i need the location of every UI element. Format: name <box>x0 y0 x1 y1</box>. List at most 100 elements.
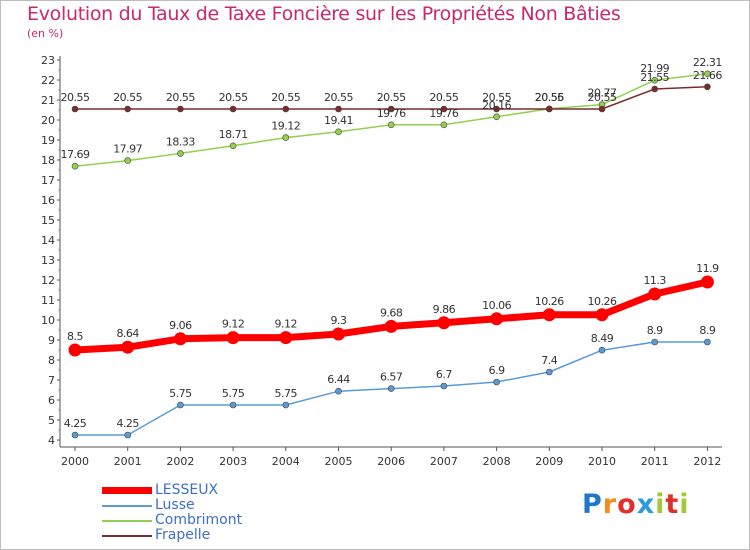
data-label-lusse: 8.9 <box>699 324 715 337</box>
data-point-lesseux <box>542 308 556 322</box>
data-label-combrimont: 17.97 <box>113 143 142 156</box>
data-label-lusse: 6.7 <box>436 368 452 381</box>
x-tick-label: 2006 <box>377 455 405 468</box>
data-point-lusse <box>124 431 131 439</box>
data-point-lesseux <box>648 287 662 301</box>
logo-letter: P <box>582 489 603 520</box>
data-label-lusse: 5.75 <box>222 387 245 400</box>
data-label-frapelle: 20.55 <box>535 91 564 104</box>
data-point-combrimont <box>282 134 290 141</box>
y-tick-label: 23 <box>41 54 55 67</box>
data-label-frapelle: 20.55 <box>61 91 90 104</box>
x-tick-label: 2000 <box>61 455 89 468</box>
data-label-combrimont: 22.31 <box>693 56 722 69</box>
x-tick-label: 2009 <box>535 455 563 468</box>
data-label-lusse: 6.44 <box>327 373 350 386</box>
x-tick-label: 2002 <box>166 455 194 468</box>
data-label-frapelle: 21.66 <box>693 69 722 82</box>
y-tick-label: 16 <box>41 194 55 207</box>
data-label-frapelle: 20.55 <box>271 91 300 104</box>
data-point-lesseux <box>332 327 345 341</box>
logo-letter: o <box>617 489 637 520</box>
data-point-combrimont <box>493 113 500 121</box>
data-point-lusse <box>493 378 500 386</box>
data-point-frapelle <box>598 105 606 113</box>
y-tick-label: 12 <box>41 274 55 287</box>
data-point-lusse <box>177 401 184 409</box>
y-tick-label: 19 <box>41 134 55 147</box>
data-label-combrimont: 19.76 <box>377 107 406 120</box>
data-label-frapelle: 20.55 <box>324 91 353 104</box>
data-point-lusse <box>387 385 395 392</box>
data-point-frapelle <box>545 105 553 113</box>
data-point-lesseux <box>226 331 240 345</box>
legend-swatch-combrimont <box>102 520 152 522</box>
y-tick-label: 15 <box>41 214 55 227</box>
y-tick-label: 8 <box>48 354 55 367</box>
series-layer <box>68 70 714 439</box>
data-label-lesseux: 9.12 <box>222 318 245 331</box>
chart-subtitle: (en %) <box>27 27 64 40</box>
data-point-frapelle <box>282 105 290 113</box>
data-point-lesseux <box>384 319 398 333</box>
data-point-frapelle <box>651 85 659 93</box>
data-point-combrimont <box>177 150 184 157</box>
data-label-frapelle: 20.55 <box>377 91 406 104</box>
legend-label-combrimont: Combrimont <box>155 512 243 528</box>
data-point-frapelle <box>704 83 711 91</box>
data-point-frapelle <box>229 105 237 113</box>
data-point-lusse <box>651 338 659 346</box>
data-label-lesseux: 11.3 <box>643 274 666 287</box>
data-label-lesseux: 10.06 <box>482 299 511 312</box>
data-label-combrimont: 21.99 <box>640 62 669 75</box>
y-tick-label: 20 <box>41 114 55 127</box>
legend-swatch-frapelle <box>102 535 152 537</box>
y-tick-label: 21 <box>41 94 55 107</box>
x-tick-label: 2003 <box>219 455 247 468</box>
data-label-lesseux: 9.3 <box>331 314 347 327</box>
data-label-lusse: 6.57 <box>380 371 403 384</box>
data-label-lusse: 8.49 <box>591 332 614 345</box>
data-label-frapelle: 20.55 <box>219 91 248 104</box>
x-tick-label: 2007 <box>430 455 458 468</box>
data-point-lesseux <box>121 340 135 354</box>
data-point-lesseux <box>700 275 714 289</box>
data-point-lesseux <box>595 308 609 322</box>
axes: 4 5 6 7 8 9 10 11 12 13 14 15 16 17 18 19 20 21 22 23 2000 20… <box>41 54 722 468</box>
data-point-lusse <box>545 368 553 376</box>
y-tick-label: 10 <box>41 314 55 327</box>
data-point-combrimont <box>335 128 342 136</box>
logo-letter: i <box>679 489 690 520</box>
data-label-lesseux: 9.12 <box>275 318 298 331</box>
data-point-frapelle <box>493 105 500 113</box>
x-tick-label: 2001 <box>114 455 142 468</box>
data-label-lesseux: 9.06 <box>169 319 192 332</box>
data-point-lusse <box>704 338 711 346</box>
logo-letter: r <box>602 489 618 520</box>
data-label-frapelle: 20.55 <box>588 91 617 104</box>
data-point-lesseux <box>279 331 293 345</box>
data-label-combrimont: 20.77 <box>588 87 617 100</box>
data-label-frapelle: 20.55 <box>429 91 458 104</box>
data-point-frapelle <box>124 105 131 113</box>
y-tick-label: 13 <box>41 254 55 267</box>
y-tick-label: 6 <box>48 394 55 407</box>
y-tick-label: 18 <box>41 154 55 167</box>
data-label-combrimont: 18.33 <box>166 135 195 148</box>
x-tick-label: 2012 <box>693 455 721 468</box>
data-point-combrimont <box>704 70 711 78</box>
data-label-frapelle: 20.55 <box>166 91 195 104</box>
data-point-lesseux <box>68 343 82 357</box>
data-point-lusse <box>282 401 290 409</box>
data-label-combrimont: 18.71 <box>219 128 248 141</box>
data-label-lesseux: 8.64 <box>116 327 139 340</box>
data-point-combrimont <box>71 162 79 170</box>
data-label-lusse: 6.9 <box>489 364 505 377</box>
data-label-lusse: 5.75 <box>169 387 192 400</box>
y-tick-label: 4 <box>48 434 55 447</box>
data-point-combrimont <box>229 142 237 150</box>
data-point-lusse <box>229 401 237 409</box>
data-point-frapelle <box>440 105 448 113</box>
data-label-frapelle: 21.55 <box>640 71 669 84</box>
